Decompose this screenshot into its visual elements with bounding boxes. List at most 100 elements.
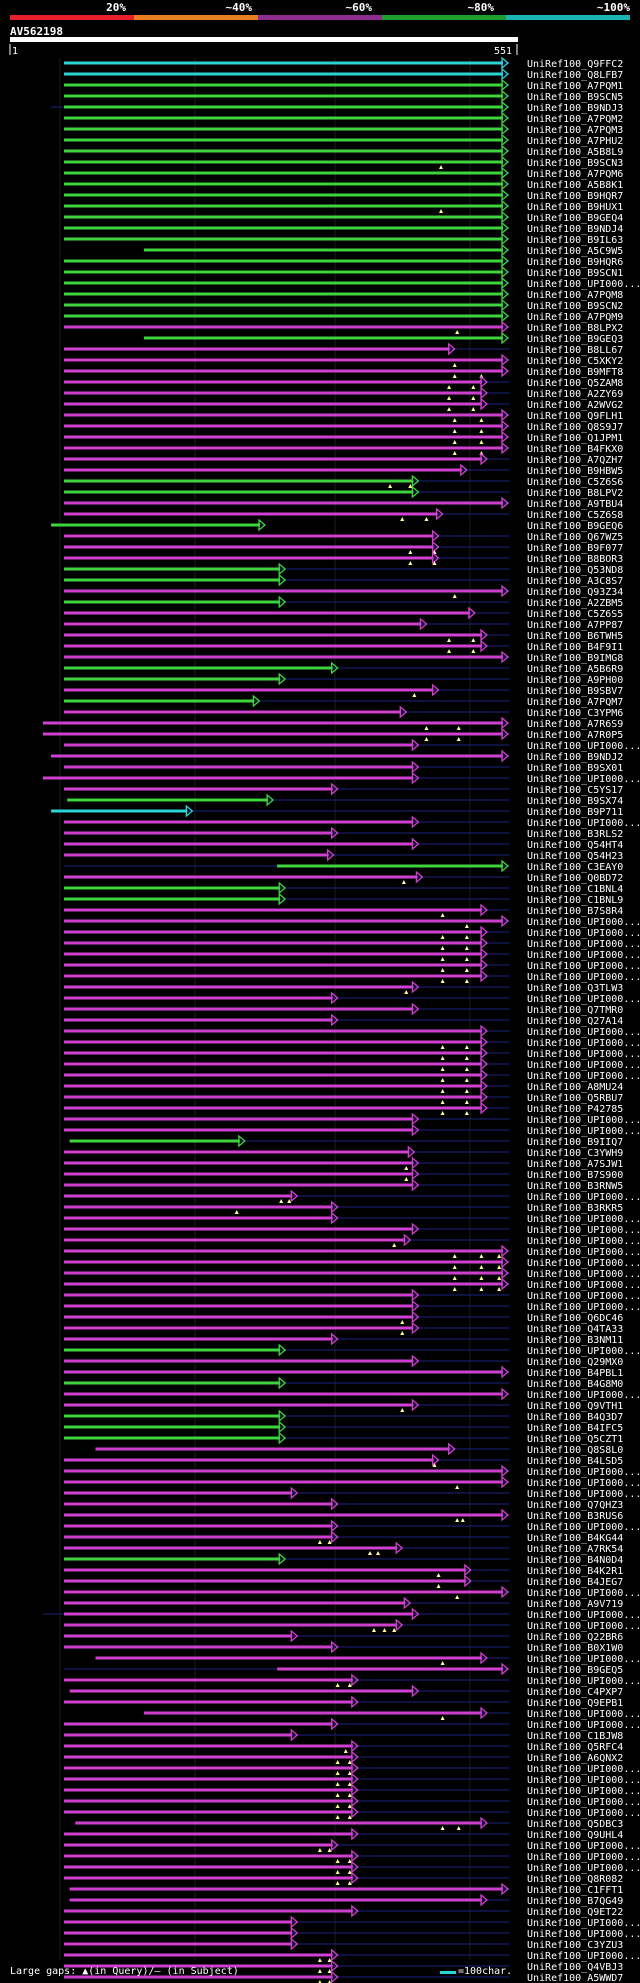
gap-marker: [479, 440, 484, 444]
hit-arrow: [331, 1970, 339, 1983]
hit-label: UniRef100_A2ZBM5: [527, 598, 623, 609]
hit-label: UniRef100_B9HBW5: [527, 466, 623, 477]
hit-arrow: [399, 705, 408, 719]
hit-label: UniRef100_UPI000...: [527, 1841, 640, 1852]
hit-bar: [64, 1007, 414, 1011]
gap-marker: [317, 1958, 322, 1962]
hit-label: UniRef100_A5C9W5: [527, 246, 623, 257]
gap-marker: [440, 935, 445, 939]
gap-marker: [317, 1540, 322, 1544]
gap-marker: [440, 1111, 445, 1115]
hit-bar: [64, 1931, 293, 1935]
gap-marker: [412, 693, 417, 697]
hit-label: UniRef100_B6TWH5: [527, 631, 623, 642]
hit-bar: [95, 1447, 450, 1451]
hit-label: UniRef100_A7QZH7: [527, 455, 623, 466]
hit-arrow: [480, 1893, 489, 1907]
hit-bar: [64, 1161, 414, 1165]
hit-bar: [64, 1953, 333, 1957]
pct-label: ~80%: [468, 1, 495, 14]
gap-marker: [317, 1848, 322, 1852]
hit-arrow: [501, 199, 510, 213]
hit-arrow: [501, 408, 510, 422]
gap-marker: [376, 1551, 381, 1555]
gap-marker: [404, 1177, 409, 1181]
hit-label: UniRef100_A7SJW1: [527, 1159, 623, 1170]
hit-arrow: [278, 1431, 287, 1445]
gap-marker: [440, 946, 445, 950]
gap-marker: [456, 726, 461, 730]
hit-label: UniRef100_UPI000...: [527, 939, 640, 950]
hit-arrow: [411, 1310, 420, 1324]
hit-label: UniRef100_A7PQM8: [527, 290, 623, 301]
hit-label: UniRef100_C1FFT1: [527, 1885, 623, 1896]
hit-bar: [51, 809, 188, 813]
hit-arrow: [501, 441, 510, 455]
gap-marker: [452, 1254, 457, 1258]
hit-arrow: [290, 1629, 299, 1643]
hit-arrow: [501, 243, 510, 257]
hit-label: UniRef100_Q8LFB7: [527, 70, 623, 81]
hit-arrow: [278, 573, 287, 587]
hit-arrow: [480, 947, 489, 961]
hit-label: UniRef100_UPI000...: [527, 1918, 640, 1929]
hit-bar: [64, 1073, 483, 1077]
hit-arrow: [252, 694, 261, 708]
hit-bar: [64, 72, 503, 76]
gap-marker: [479, 429, 484, 433]
hit-arrow: [351, 1673, 359, 1687]
hit-bar: [64, 1777, 353, 1781]
hit-bar: [64, 314, 503, 318]
gap-marker: [408, 550, 413, 554]
hit-arrow: [331, 1959, 339, 1973]
hit-bar: [64, 897, 281, 901]
hit-bar: [64, 1381, 281, 1385]
hit-label: UniRef100_UPI000...: [527, 1808, 640, 1819]
gap-marker: [287, 1199, 292, 1203]
hit-label: UniRef100_B9SCN1: [527, 268, 623, 279]
hit-arrow: [278, 1420, 287, 1434]
hit-label: UniRef100_B7QG49: [527, 1896, 623, 1907]
hit-bar: [64, 160, 503, 164]
hit-label: UniRef100_Q5DBC3: [527, 1819, 623, 1830]
hit-arrow: [331, 661, 339, 675]
hit-label: UniRef100_B9NDJ4: [527, 224, 623, 235]
hit-arrow: [501, 430, 510, 444]
hit-label: UniRef100_UPI000...: [527, 950, 640, 961]
gap-marker: [279, 1199, 284, 1203]
pct-label: 20%: [106, 1, 126, 14]
hit-label: UniRef100_B4IFC5: [527, 1423, 623, 1434]
hit-label: UniRef100_Q1JPM1: [527, 433, 623, 444]
gap-marker: [440, 913, 445, 917]
hit-arrow: [501, 353, 510, 367]
hit-arrow: [331, 991, 339, 1005]
hit-label: UniRef100_A7PQM3: [527, 125, 623, 136]
hit-arrow: [238, 1134, 246, 1148]
gap-marker: [371, 1628, 376, 1632]
hit-label: UniRef100_C5Z6S5: [527, 609, 623, 620]
hit-bar: [64, 1722, 333, 1726]
gap-marker: [452, 363, 457, 367]
hit-bar: [64, 1964, 333, 1968]
hit-arrow: [395, 1618, 404, 1632]
gap-marker: [347, 1815, 352, 1819]
hit-arrow: [326, 848, 335, 862]
hit-arrow: [501, 1882, 510, 1896]
hit-label: UniRef100_UPI000...: [527, 1489, 640, 1500]
hit-label: UniRef100_A7PP87: [527, 620, 623, 631]
hit-label: UniRef100_B8BOR3: [527, 554, 623, 565]
gap-marker: [404, 990, 409, 994]
gap-marker: [440, 1089, 445, 1093]
hit-bar: [64, 182, 503, 186]
gap-marker: [497, 1265, 502, 1269]
hit-label: UniRef100_UPI000...: [527, 1588, 640, 1599]
hit-arrow: [290, 1486, 299, 1500]
hit-label: UniRef100_B3NM11: [527, 1335, 623, 1346]
hit-label: UniRef100_B9P711: [527, 807, 623, 818]
gap-marker: [440, 957, 445, 961]
gap-marker: [447, 407, 452, 411]
hit-label: UniRef100_Q5ZAM8: [527, 378, 623, 389]
hit-bar: [69, 1898, 483, 1902]
hit-arrow: [411, 1167, 420, 1181]
hit-arrow: [431, 683, 440, 697]
